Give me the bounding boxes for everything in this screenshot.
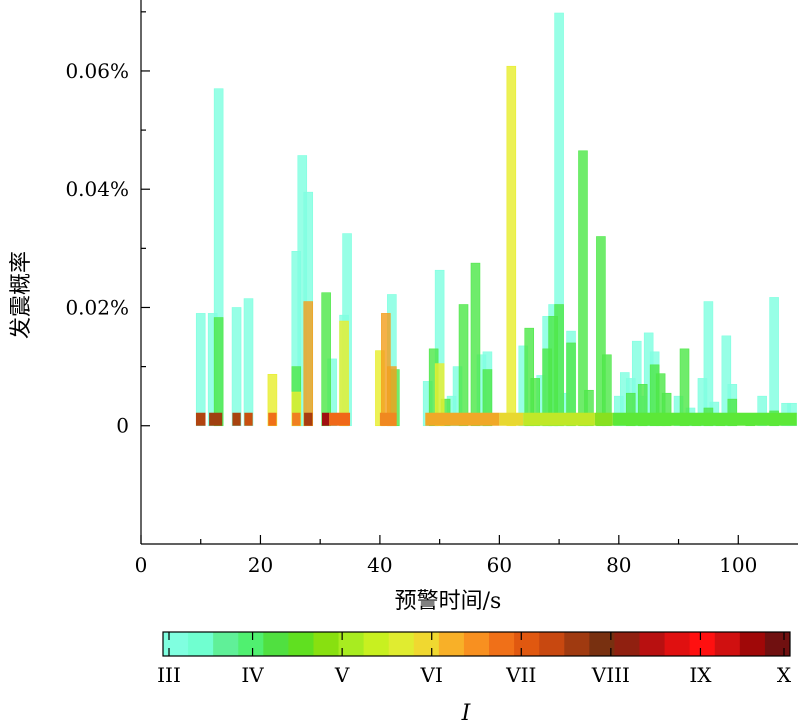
colorbar-cell-14 xyxy=(514,632,540,656)
colorbar-label-3: VI xyxy=(420,663,443,687)
colorbar-cell-9 xyxy=(388,632,415,656)
bar-s1-6 xyxy=(458,304,469,427)
colorbar-cell-8 xyxy=(363,632,390,656)
base-strip-segment-9 xyxy=(379,412,397,426)
bar-s1-0 xyxy=(213,317,224,427)
colorbar-title: I xyxy=(461,701,472,726)
x-tick-label-1: 20 xyxy=(248,553,273,577)
colorbar-label-6: IX xyxy=(689,663,712,687)
x-tick-label-2: 40 xyxy=(367,553,392,577)
colorbar-cell-10 xyxy=(413,632,440,656)
bar-s0-40 xyxy=(769,297,779,427)
colorbar-cell-16 xyxy=(564,632,590,656)
colorbar-frame xyxy=(162,631,791,657)
base-strip-segment-3 xyxy=(244,412,253,426)
bar-s0-0 xyxy=(195,313,206,427)
base-strip-segment-8 xyxy=(329,412,351,426)
colorbar-cell-18 xyxy=(614,632,641,656)
base-strip-segment-4 xyxy=(268,412,277,426)
colorbar-label-7: X xyxy=(777,663,792,687)
colorbar xyxy=(162,631,791,657)
bar-s1-13 xyxy=(554,304,564,427)
colorbar-cell-22 xyxy=(714,632,741,656)
colorbar-cell-6 xyxy=(313,632,340,656)
colorbar-cell-21 xyxy=(689,632,716,656)
x-tick-label-4: 80 xyxy=(606,553,631,577)
y-tick-label-3: 0.06% xyxy=(65,59,129,83)
y-tick-label-0: 0 xyxy=(116,414,129,438)
colorbar-label-2: V xyxy=(334,663,350,687)
base-strip-segment-13 xyxy=(594,412,613,426)
colorbar-cell-4 xyxy=(263,632,289,656)
base-strip-segment-2 xyxy=(232,412,241,426)
base-strip-segment-11 xyxy=(499,412,524,426)
colorbar-cell-20 xyxy=(664,632,691,656)
x-tick-label-5: 100 xyxy=(719,553,757,577)
base-strip-segment-14 xyxy=(612,412,797,426)
base-strip-segment-12 xyxy=(523,412,595,426)
y-ticks-layer: 0 0.02% 0.04% 0.06% xyxy=(65,11,150,438)
colorbar-cell-15 xyxy=(539,632,565,656)
x-tick-label-0: 0 xyxy=(135,553,148,577)
colorbar-cell-7 xyxy=(338,632,365,656)
axes-layer xyxy=(140,0,798,545)
x-ticks-layer: 0 20 40 60 80 100 xyxy=(135,535,757,577)
colorbar-labels: III IV V VI VII VIII IX X xyxy=(157,632,792,687)
bar-s0-3 xyxy=(231,307,242,427)
base-strip-segment-5 xyxy=(292,412,301,426)
base-strip-segment-0 xyxy=(195,412,206,426)
base-strip-layer xyxy=(195,412,797,426)
bar-s1-7 xyxy=(470,262,481,427)
colorbar-label-5: VIII xyxy=(591,663,630,687)
colorbar-cell-12 xyxy=(463,632,490,656)
colorbar-label-0: III xyxy=(157,663,181,687)
colorbar-cell-19 xyxy=(639,632,666,656)
colorbar-cell-23 xyxy=(739,632,766,656)
colorbar-cell-2 xyxy=(213,632,239,656)
colorbar-label-4: VII xyxy=(505,663,536,687)
colorbar-cell-5 xyxy=(288,632,314,656)
base-strip-segment-7 xyxy=(321,412,330,426)
colorbar-cell-3 xyxy=(238,632,264,656)
colorbar-label-1: IV xyxy=(241,663,264,687)
base-strip-segment-10 xyxy=(425,412,500,426)
bar-s1-2 xyxy=(321,292,331,427)
y-tick-label-1: 0.02% xyxy=(65,295,129,319)
colorbar-cell-1 xyxy=(188,632,214,656)
base-strip-segment-6 xyxy=(304,412,313,426)
bars-layer xyxy=(195,12,797,427)
bar-s1-15 xyxy=(578,150,588,427)
y-axis-title: 发震概率 xyxy=(9,251,34,339)
base-strip-segment-1 xyxy=(209,412,223,426)
colorbar-cell-0 xyxy=(163,632,189,656)
x-tick-label-3: 60 xyxy=(487,553,512,577)
bar-s0-4 xyxy=(243,298,254,427)
colorbar-cell-24 xyxy=(764,632,791,656)
y-tick-label-2: 0.04% xyxy=(65,177,129,201)
x-axis-title: 预警时间/s xyxy=(395,589,502,614)
colorbar-cell-11 xyxy=(438,632,465,656)
bar-s3-0 xyxy=(303,301,314,427)
bar-s2-5 xyxy=(506,65,517,427)
colorbar-cell-13 xyxy=(489,632,515,656)
bar-s2-2 xyxy=(339,320,349,427)
